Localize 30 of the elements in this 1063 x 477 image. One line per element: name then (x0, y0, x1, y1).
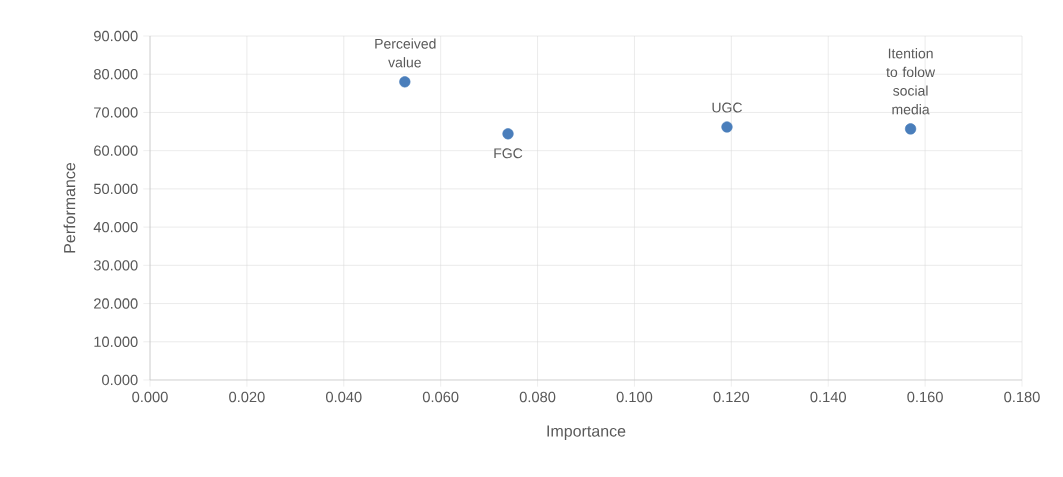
y-tick-label: 60.000 (94, 145, 138, 156)
point (399, 76, 411, 88)
x-tick-label: 0.100 (616, 391, 653, 403)
point (904, 123, 917, 135)
y-tick-label: 70.000 (94, 107, 138, 118)
y-tick-label: 0.000 (102, 374, 138, 386)
x-tick-label: 0.080 (519, 391, 556, 403)
y-tick-label: 40.000 (93, 221, 138, 233)
y-tick-label: 50.000 (93, 183, 138, 195)
x-tick-label: 0.040 (326, 391, 362, 403)
point (502, 128, 514, 140)
x-tick-label: 0.120 (713, 391, 750, 403)
point (721, 121, 733, 133)
annotation: UGC (712, 102, 742, 113)
x-axis-title: Importance (547, 425, 626, 440)
y-tick-label: 80.000 (93, 69, 138, 80)
y-axis-title: Performance (63, 162, 76, 253)
y-tick-label: 10.000 (94, 336, 138, 347)
x-tick-label: 0.000 (132, 391, 168, 403)
x-tick-label: 0.060 (422, 391, 459, 403)
x-tick-label: 0.180 (1004, 391, 1040, 403)
annotation: Perceived value (375, 38, 436, 68)
y-tick-label: 30.000 (93, 260, 138, 271)
y-tick-label: 20.000 (94, 298, 138, 309)
annotation: FGC (494, 148, 523, 159)
annotation: Itention to folow social media (886, 48, 936, 115)
x-tick-label: 0.160 (907, 391, 943, 403)
x-tick-label: 0.020 (229, 391, 265, 403)
y-tick-label: 90.000 (94, 30, 138, 42)
x-tick-label: 0.140 (810, 391, 846, 403)
